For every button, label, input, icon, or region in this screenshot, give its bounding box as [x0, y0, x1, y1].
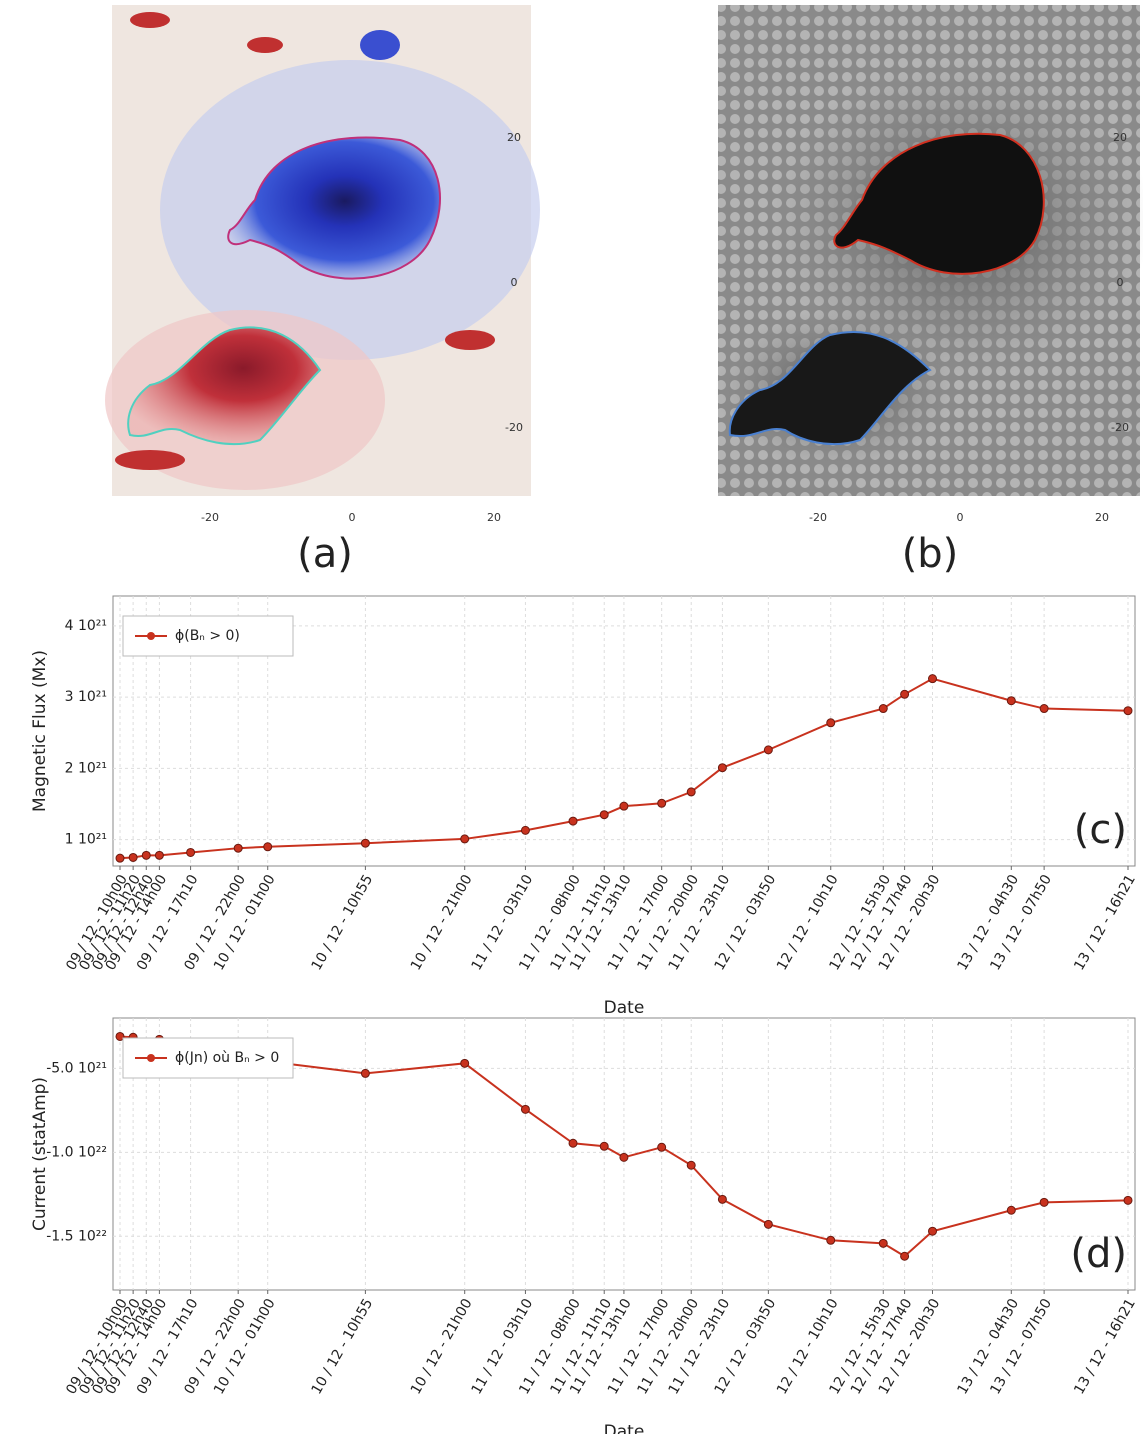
data-point: [900, 689, 910, 699]
data-point: [763, 745, 773, 755]
y-tick-label: 0: [1117, 276, 1124, 289]
x-tick-label: 0: [957, 511, 964, 524]
data-point: [115, 1031, 125, 1041]
y-tick-label: 1 10²¹: [65, 832, 107, 848]
data-point: [928, 674, 938, 684]
legend-marker: [147, 632, 155, 640]
legend-label: ϕ(Bₙ > 0): [175, 628, 240, 644]
y-tick-label: 2 10²¹: [65, 760, 107, 776]
x-tick-label: 10 / 12 - 21h00: [408, 872, 476, 973]
data-point: [263, 842, 273, 852]
panel-label: (a): [297, 531, 353, 577]
legend-label: ϕ(Jn) où Bₙ > 0: [175, 1050, 279, 1066]
y-tick-label: -1.0 10²²: [46, 1144, 107, 1160]
data-point: [763, 1219, 773, 1229]
panel-label: (d): [1070, 1231, 1127, 1277]
y-tick-label: 4 10²¹: [65, 618, 107, 634]
data-point: [1039, 1197, 1049, 1207]
x-axis-label: Date: [604, 998, 645, 1018]
data-point: [900, 1251, 910, 1261]
data-point: [928, 1226, 938, 1236]
data-point: [360, 1068, 370, 1078]
data-point: [878, 704, 888, 714]
data-point: [878, 1238, 888, 1248]
x-tick-label: 13 / 12 - 16h21: [1071, 1296, 1139, 1397]
x-tick-label: 10 / 12 - 10h55: [309, 1296, 377, 1397]
y-tick-label: 3 10²¹: [65, 689, 107, 705]
panel-label: (b): [902, 531, 959, 577]
data-point: [686, 1160, 696, 1170]
legend: ϕ(Jn) où Bₙ > 0: [122, 1037, 294, 1079]
data-point: [460, 1058, 470, 1068]
data-point: [826, 1235, 836, 1245]
data-point: [128, 852, 138, 862]
x-tick-label: 10 / 12 - 10h55: [309, 872, 377, 973]
data-point: [657, 1142, 667, 1152]
data-point: [619, 801, 629, 811]
y-axis-label: Current (statAmp): [30, 1077, 50, 1231]
data-point: [520, 1104, 530, 1114]
data-point: [1039, 704, 1049, 714]
data-point: [1006, 1205, 1016, 1215]
legend-marker: [147, 1054, 155, 1062]
data-point: [1123, 1195, 1133, 1205]
x-tick-label: -20: [201, 511, 219, 524]
y-tick-label: 20: [1113, 131, 1127, 144]
data-point: [568, 816, 578, 826]
x-tick-label: 10 / 12 - 21h00: [408, 1296, 476, 1397]
y-tick-label: 20: [507, 131, 521, 144]
data-point: [460, 834, 470, 844]
data-point: [154, 850, 164, 860]
data-point: [717, 763, 727, 773]
data-point: [619, 1152, 629, 1162]
data-point: [568, 1138, 578, 1148]
magnetogram-image: [105, 5, 540, 496]
x-tick-label: -20: [809, 511, 827, 524]
data-point: [686, 787, 696, 797]
x-tick-label: 13 / 12 - 16h21: [1071, 872, 1139, 973]
panel-label: (c): [1074, 807, 1127, 853]
y-tick-label: 0: [511, 276, 518, 289]
data-point: [360, 838, 370, 848]
data-point: [141, 850, 151, 860]
y-tick-label: -1.5 10²²: [46, 1228, 107, 1244]
data-point: [717, 1194, 727, 1204]
y-tick-label: -20: [505, 421, 523, 434]
data-point: [1123, 706, 1133, 716]
data-point: [520, 825, 530, 835]
data-point: [599, 810, 609, 820]
y-tick-label: -20: [1111, 421, 1129, 434]
legend: ϕ(Bₙ > 0): [122, 615, 294, 657]
data-point: [657, 798, 667, 808]
data-point: [826, 718, 836, 728]
x-tick-label: 20: [487, 511, 501, 524]
y-tick-label: -5.0 10²¹: [46, 1060, 107, 1076]
series-line: [119, 677, 1129, 860]
x-axis-label: Date: [604, 1422, 645, 1434]
data-point: [115, 853, 125, 863]
panels: -20 0 20 20 0 -20 (a) -20 0 20 20 0 -20 (b): [201, 131, 1129, 577]
data-point: [186, 847, 196, 857]
data-point: [1006, 696, 1016, 706]
intensity-image: [715, 5, 1143, 496]
x-tick-label: 20: [1095, 511, 1109, 524]
data-point: [599, 1141, 609, 1151]
data-point: [233, 843, 243, 853]
x-tick-label: 0: [349, 511, 356, 524]
y-axis-label: Magnetic Flux (Mx): [30, 650, 50, 812]
